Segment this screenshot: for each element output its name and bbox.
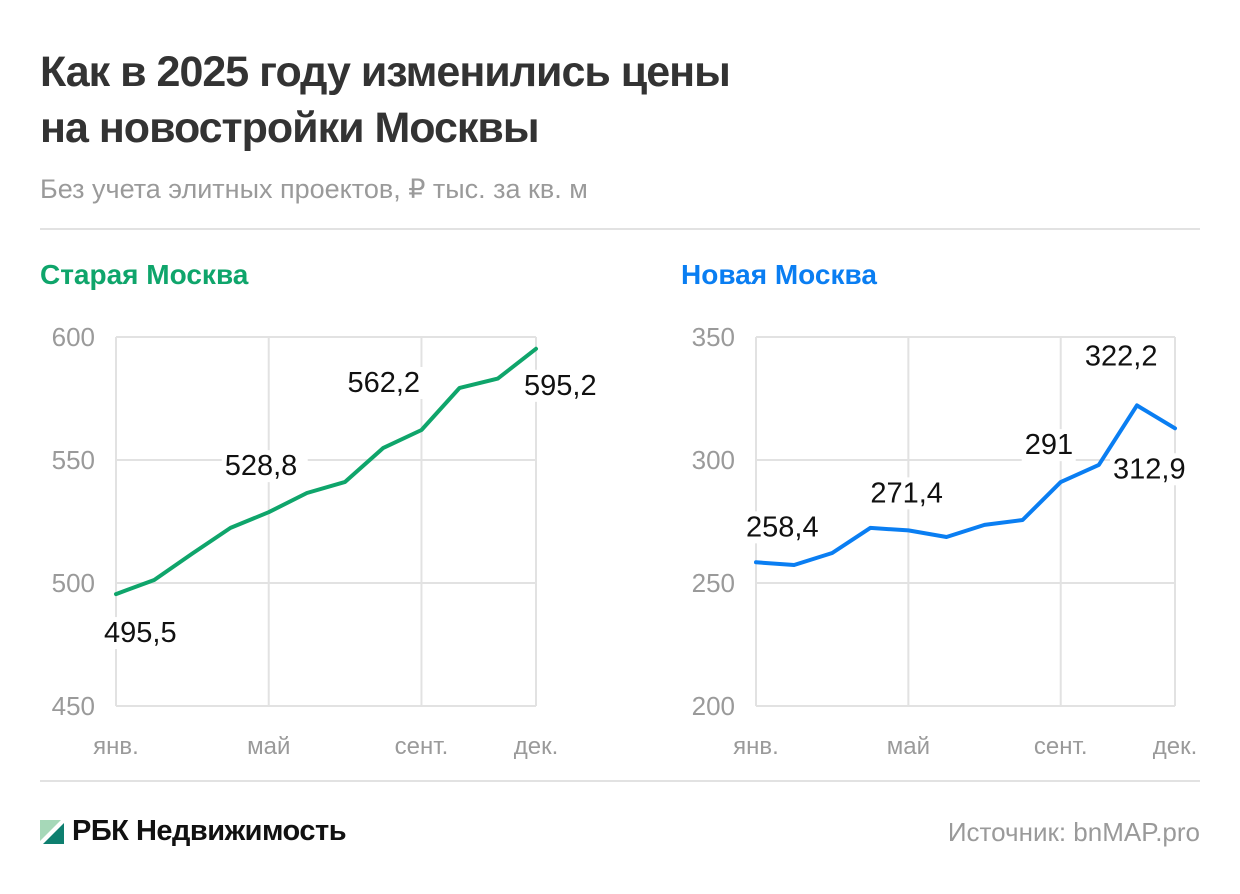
brand-name: РБК Недвижимость xyxy=(72,815,347,847)
x-tick-label: май xyxy=(247,733,290,760)
data-label-background xyxy=(1021,429,1076,462)
x-tick-label: сент. xyxy=(395,733,449,760)
line-chart-new-moscow: 200 250 300 350 янв. май сент. дек. 258,4 271,4 29… xyxy=(692,322,1198,760)
y-tick-label: 300 xyxy=(692,445,735,475)
data-label-background xyxy=(521,369,607,402)
data-label: 495,5 xyxy=(104,617,177,649)
y-tick-label: 550 xyxy=(52,445,95,475)
chart-title-line-2: на новостройки Москвы xyxy=(40,104,540,152)
rbc-logo-icon xyxy=(40,819,64,844)
x-tick-label: сент. xyxy=(1034,733,1088,760)
data-label-background xyxy=(1110,453,1196,486)
header-divider xyxy=(40,228,1200,230)
x-tick-label: янв. xyxy=(93,733,139,760)
panel-title-new-moscow: Новая Москва xyxy=(681,259,877,290)
x-tick-label: янв. xyxy=(733,733,779,760)
series-line xyxy=(754,403,1177,567)
x-tick-label: май xyxy=(887,733,930,760)
line-chart-old-moscow: 450 500 550 600 янв. май сент. дек. 495,5 528,8 56… xyxy=(52,322,607,760)
data-label: 528,8 xyxy=(225,450,298,482)
data-label-background xyxy=(867,477,954,510)
data-label: 595,2 xyxy=(524,370,597,402)
source-credit: Источник: bnMAP.pro xyxy=(947,817,1200,847)
y-tick-label: 250 xyxy=(692,568,735,598)
data-label-background xyxy=(344,366,431,399)
charts-canvas: 450 500 550 600 янв. май сент. дек. 495,5 528,8 56… xyxy=(52,322,1198,760)
y-tick-label: 500 xyxy=(52,568,95,598)
y-tick-label: 350 xyxy=(692,322,735,352)
y-tick-label: 450 xyxy=(52,691,95,721)
y-tick-label: 600 xyxy=(52,322,95,352)
data-label-background xyxy=(1081,340,1168,373)
data-label-background xyxy=(221,450,308,483)
x-tick-label: дек. xyxy=(1153,733,1198,760)
brand-logo: РБК Недвижимость xyxy=(40,815,347,848)
y-tick-label: 200 xyxy=(692,691,735,721)
data-label-background xyxy=(743,511,829,544)
data-label: 562,2 xyxy=(347,367,420,399)
data-label-background xyxy=(101,617,187,650)
data-label: 291 xyxy=(1025,429,1073,461)
chart-subtitle: Без учета элитных проектов, ₽ тыс. за кв… xyxy=(40,174,588,204)
panel-title-old-moscow: Старая Москва xyxy=(40,259,249,290)
data-label: 258,4 xyxy=(746,511,819,543)
series-line xyxy=(114,346,538,597)
footer-divider xyxy=(40,780,1200,782)
chart-title: Как в 2025 году изменились цены на новос… xyxy=(40,44,1140,156)
chart-title-line-1: Как в 2025 году изменились цены xyxy=(40,48,731,96)
data-label: 312,9 xyxy=(1113,453,1186,485)
data-label: 322,2 xyxy=(1085,340,1158,372)
data-label: 271,4 xyxy=(870,477,943,509)
x-tick-label: дек. xyxy=(514,733,559,760)
